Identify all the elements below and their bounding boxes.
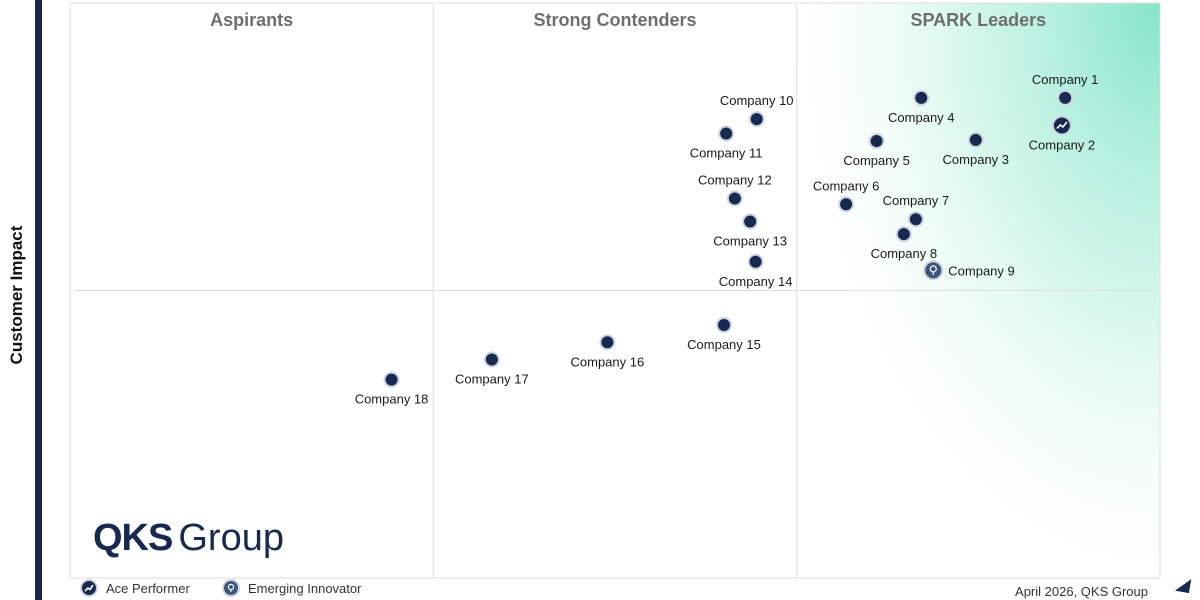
qks-group-logo: QKS Group [93,519,284,557]
company-marker [895,226,912,243]
quadrant-title-2: SPARK Leaders [910,10,1046,30]
company-label: Company 5 [843,153,909,168]
company-label: Company 8 [871,246,937,261]
company-label: Company 2 [1029,137,1095,152]
company-label: Company 11 [690,146,763,161]
company-point-12: Company 12 [698,173,772,207]
legend-ace-performer: Ace Performer [80,579,190,597]
ace-performer-icon [1056,121,1068,130]
company-marker [907,211,924,228]
company-label: Company 3 [943,152,1009,167]
company-label: Company 4 [888,110,954,125]
company-marker [747,253,764,270]
company-label: Company 7 [883,193,949,208]
company-point-18: Company 18 [355,371,429,407]
company-point-6: Company 6 [813,178,879,213]
company-marker [838,196,855,213]
ace-performer-icon [80,579,98,597]
company-marker [716,317,732,333]
company-marker [868,133,885,149]
company-point-14: Company 14 [719,253,793,289]
company-label: Company 6 [813,178,879,193]
company-point-9: Company 9 [923,260,1015,281]
emerging-innovator-marker [923,260,944,281]
company-point-16: Company 16 [571,334,645,369]
company-label: Company 10 [720,93,794,108]
quadrant-title-1: Strong Contenders [533,10,696,30]
company-point-5: Company 5 [843,133,910,168]
company-point-13: Company 13 [713,213,787,249]
company-point-1: Company 1 [1032,72,1098,106]
company-marker [483,351,500,368]
company-point-7: Company 7 [883,193,949,228]
company-marker [599,334,616,351]
company-point-4: Company 4 [888,89,955,125]
company-point-2: Company 2 [1029,115,1095,152]
company-label: Company 17 [455,372,529,387]
footer-date-source: April 2026, QKS Group [1015,584,1148,599]
company-point-8: Company 8 [871,226,937,261]
emerging-innovator-icon [222,579,240,597]
company-marker [726,190,743,207]
company-point-11: Company 11 [690,125,763,161]
company-label: Company 9 [948,263,1014,278]
company-label: Company 12 [698,173,772,188]
legend-innovator-label: Emerging Innovator [248,580,362,596]
company-marker [383,371,400,388]
legend-ace-label: Ace Performer [106,580,190,596]
company-point-15: Company 15 [687,317,761,352]
left-accent-bar [35,0,42,600]
company-point-3: Company 3 [943,131,1009,167]
company-marker [748,111,765,128]
company-label: Company 1 [1032,72,1098,87]
logo-light-text: Group [178,517,284,559]
company-label: Company 15 [687,337,761,352]
company-marker [718,125,735,142]
company-label: Company 14 [719,274,793,289]
company-marker [913,89,930,106]
company-marker [742,213,759,230]
legend-emerging-innovator: Emerging Innovator [222,579,361,597]
company-label: Company 13 [713,234,787,249]
company-point-10: Company 10 [720,93,794,128]
company-marker [1057,89,1074,106]
company-label: Company 16 [571,354,645,369]
company-point-17: Company 17 [455,351,529,387]
company-marker [967,131,984,148]
quadrant-title-0: Aspirants [210,10,293,30]
company-label: Company 18 [355,392,429,407]
logo-bold-text: QKS [93,517,173,559]
